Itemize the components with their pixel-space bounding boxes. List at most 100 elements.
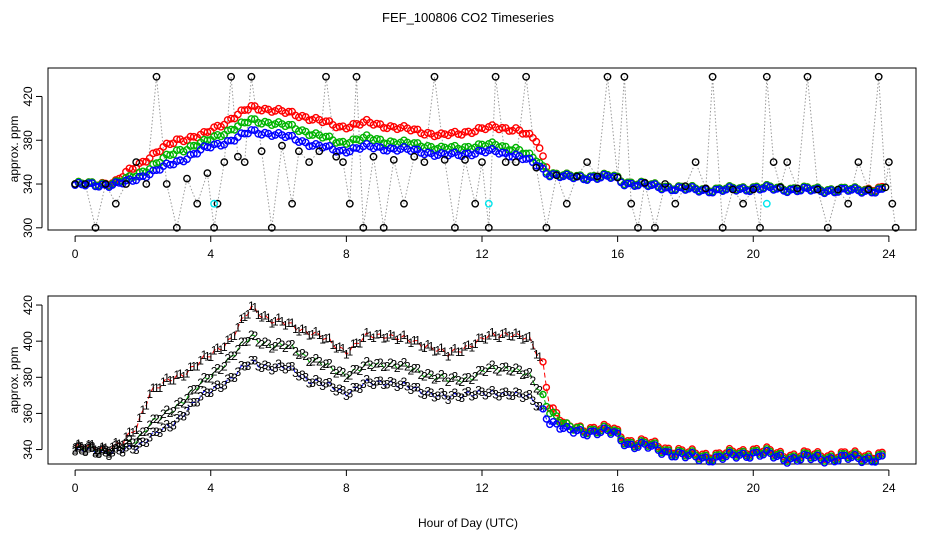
bottom-series-3-point-label: 3	[424, 385, 431, 399]
bottom-series-3-point-label: 3	[319, 379, 326, 393]
bottom-series-1-point-label: 1	[262, 309, 269, 323]
bottom-series-2-point-label: 2	[346, 369, 353, 383]
bottom-series-3-point-label: 3	[143, 436, 150, 450]
top-series-3-point	[352, 144, 361, 152]
top-series-2-point	[138, 167, 147, 176]
bottom-series-3-point-label: 3	[190, 395, 197, 409]
bottom-series-2-point-label: 2	[326, 357, 333, 371]
bottom-series-2-point-label: 2	[224, 352, 231, 366]
top-series-4-point	[891, 223, 900, 232]
bottom-series-3-point-label: 3	[346, 387, 353, 401]
top-series-4-point	[583, 158, 591, 167]
bottom-series-1-point-label: 1	[116, 437, 123, 451]
bottom-series-3-point-label: 3	[224, 372, 231, 386]
top-series-4-point	[718, 223, 727, 232]
bottom-series-2-point-label: 2	[72, 443, 79, 457]
top-x-tick-label: 24	[882, 247, 896, 261]
bottom-series-2-point-label: 2	[85, 440, 92, 454]
bottom-series-3-point-label: 3	[431, 391, 438, 405]
top-series-4-point	[739, 199, 747, 208]
bottom-series-1-point-label: 1	[397, 331, 404, 345]
bottom-series-2-point-label: 2	[475, 363, 482, 377]
bottom-series-3-point	[671, 453, 679, 461]
bottom-series-1-point-label: 1	[523, 331, 530, 345]
bottom-series-2-point-label: 2	[89, 439, 96, 453]
bottom-series-3-point-label: 3	[465, 385, 472, 399]
bottom-series-2-point-label: 2	[279, 338, 286, 352]
bottom-series-3-point-label: 3	[204, 386, 211, 400]
bottom-series-2-point-label: 2	[526, 366, 533, 380]
bottom-series-3-point-label: 3	[72, 444, 79, 458]
top-series-3-point	[793, 187, 802, 196]
bottom-series-3-line	[74, 359, 883, 464]
bottom-series-2-point-label: 2	[177, 395, 184, 409]
bottom-series-2-point-label: 2	[363, 355, 370, 369]
bottom-series-3-point-label: 3	[167, 421, 174, 435]
top-series-4-point	[227, 72, 236, 81]
bottom-series-1-point-label: 1	[282, 318, 289, 332]
bottom-series-3-point	[776, 451, 785, 459]
bottom-series-3-point-label: 3	[146, 430, 153, 444]
bottom-series-3-point	[539, 405, 547, 413]
bottom-series-1-point-label: 1	[221, 340, 228, 354]
bottom-series-2-point-label: 2	[418, 368, 425, 382]
bottom-series-1-point-label: 1	[292, 322, 299, 336]
bottom-series-3-point-label: 3	[214, 378, 221, 392]
bottom-series-1-point-label: 1	[445, 350, 452, 364]
top-series-4-point	[203, 169, 212, 178]
bottom-series-2-point-label: 2	[428, 368, 435, 382]
top-series-4-point	[339, 158, 347, 167]
top-series-4-point	[410, 152, 419, 161]
top-series-1-point	[454, 130, 463, 139]
top-series-4-point	[278, 141, 286, 150]
top-series-4-point	[101, 180, 110, 188]
top-series-3-point	[203, 143, 212, 152]
bottom-series-3-point-label: 3	[452, 386, 459, 400]
bottom-series-2-point-label: 2	[214, 361, 221, 375]
bottom-series-1-point-label: 1	[201, 348, 208, 362]
bottom-series-3-point-label: 3	[496, 390, 503, 404]
bottom-series-1-point-label: 1	[530, 339, 537, 353]
top-series-4-point	[484, 223, 493, 232]
top-y-tick-label: 420	[21, 86, 35, 106]
top-series-4-point	[172, 223, 181, 232]
bottom-x-tick-label: 4	[207, 481, 214, 495]
top-series-1-point	[423, 128, 432, 137]
bottom-series-1-point-label: 1	[390, 329, 397, 343]
top-series-3-point	[166, 160, 175, 169]
bottom-series-1-point-label: 1	[197, 353, 204, 367]
bottom-series-2-point-label: 2	[255, 335, 262, 349]
bottom-series-3-point	[756, 452, 764, 460]
top-series-2-point	[322, 132, 330, 141]
bottom-series-2-point-label: 2	[235, 342, 242, 356]
top-x-tick-label: 16	[611, 247, 625, 261]
bottom-series-3-point-label: 3	[187, 396, 194, 410]
bottom-series-1-point-label: 1	[129, 426, 136, 440]
bottom-series-3-point-label: 3	[394, 380, 401, 394]
top-series-3-point	[342, 148, 351, 157]
bottom-series-2-point-label: 2	[343, 371, 350, 385]
bottom-series-1-point-label: 1	[502, 326, 509, 340]
top-series-4-point	[854, 158, 863, 167]
top-series-3-point	[837, 184, 846, 193]
top-series-2-point	[261, 117, 269, 126]
bottom-series-3-point-label: 3	[140, 435, 147, 449]
bottom-series-2-point-label: 2	[119, 442, 126, 456]
bottom-series-2-point-label: 2	[404, 360, 411, 374]
bottom-series-2-point	[539, 390, 547, 399]
bottom-series-1-point	[542, 383, 551, 392]
bottom-series-2-point-label: 2	[411, 361, 418, 375]
bottom-series-3-point	[793, 457, 801, 465]
bottom-series-1-point	[539, 358, 547, 366]
bottom-series-1-point-label: 1	[533, 347, 540, 361]
top-series-4-point	[352, 72, 361, 81]
bottom-series-3-point	[746, 454, 754, 462]
top-series-2-point	[227, 125, 236, 134]
bottom-series-2-point-label: 2	[102, 443, 109, 457]
bottom-series-1-point-label: 1	[123, 430, 130, 444]
bottom-series-3-point	[580, 430, 588, 439]
top-series-4-point	[573, 172, 581, 181]
bottom-series-1-point-label: 1	[190, 359, 197, 373]
top-x-tick-label: 12	[475, 247, 489, 261]
top-series-4-point	[661, 180, 669, 188]
